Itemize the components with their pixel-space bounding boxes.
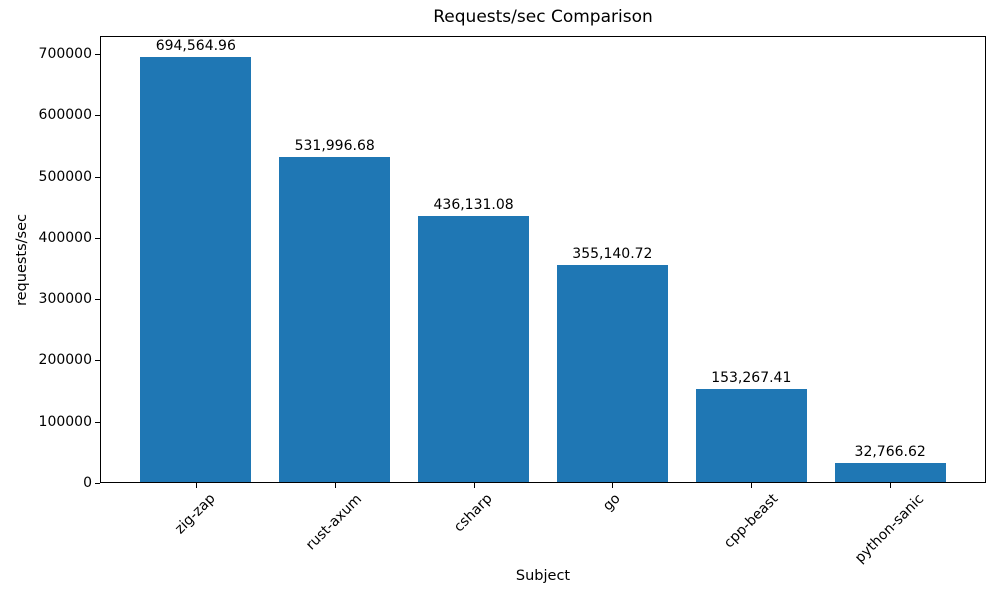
y-tick-mark xyxy=(95,115,100,117)
bar-rust-axum xyxy=(279,156,391,482)
x-tick-mark xyxy=(195,483,197,488)
y-tick-mark xyxy=(95,299,100,301)
y-tick-label: 300000 xyxy=(38,291,92,308)
x-axis-label: Subject xyxy=(515,568,571,584)
x-tick-label-zig-zap: zig-zap xyxy=(172,491,219,538)
x-tick-label-csharp: csharp xyxy=(450,490,496,536)
bar-python-sanic xyxy=(834,462,946,482)
y-tick-mark xyxy=(95,360,100,362)
bar-zig-zap xyxy=(140,57,252,482)
y-tick-label: 500000 xyxy=(38,168,92,185)
x-tick-mark xyxy=(334,483,336,488)
y-axis-label: requests/sec xyxy=(14,213,30,307)
x-tick-label-go: go xyxy=(600,490,625,515)
x-tick-mark xyxy=(751,483,753,488)
bar-csharp xyxy=(418,215,530,482)
y-tick-label: 0 xyxy=(83,475,92,491)
y-tick-mark xyxy=(95,483,100,484)
y-tick-mark xyxy=(95,237,100,239)
x-tick-mark xyxy=(890,483,892,488)
x-tick-label-python-sanic: python-sanic xyxy=(852,490,928,566)
y-tick-label: 700000 xyxy=(38,46,92,62)
y-tick-mark xyxy=(95,54,100,55)
x-tick-label-cpp-beast: cpp-beast xyxy=(720,490,782,552)
y-tick-label: 600000 xyxy=(38,107,92,124)
bar-cpp-beast xyxy=(695,389,807,482)
x-tick-mark xyxy=(612,483,614,488)
y-tick-mark xyxy=(95,421,100,423)
y-tick-label: 100000 xyxy=(38,413,92,430)
x-tick-label-rust-axum: rust-axum xyxy=(303,491,366,554)
x-tick-mark xyxy=(473,483,475,488)
bar-value-label: 694,564.96 xyxy=(155,38,236,55)
bar-value-label: 355,140.72 xyxy=(572,246,653,263)
bar-go xyxy=(556,265,668,482)
bar-value-label: 153,267.41 xyxy=(711,370,792,387)
bar-value-label: 531,996.68 xyxy=(294,137,375,154)
y-tick-mark xyxy=(95,176,100,178)
chart-title: Requests/sec Comparison xyxy=(433,7,653,27)
bar-value-label: 32,766.62 xyxy=(854,443,926,460)
bar-value-label: 436,131.08 xyxy=(433,196,514,213)
y-tick-label: 400000 xyxy=(38,229,92,246)
y-tick-label: 200000 xyxy=(38,352,92,369)
